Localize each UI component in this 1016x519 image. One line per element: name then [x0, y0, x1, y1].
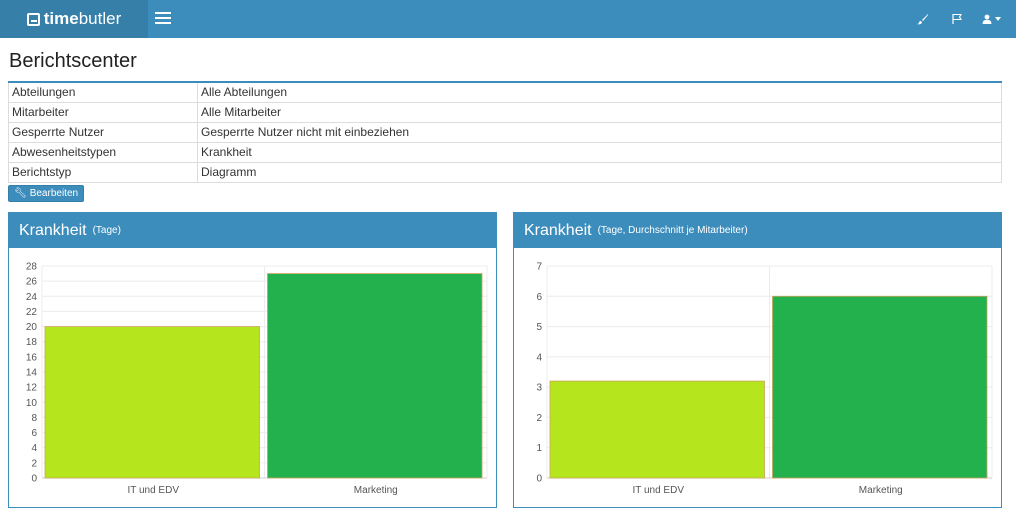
- edit-button-label: Bearbeiten: [29, 188, 79, 199]
- chevron-down-icon: [994, 17, 1001, 21]
- table-row: Mitarbeiter Alle Mitarbeiter: [8, 101, 1002, 123]
- y-tick-label: 18: [26, 337, 38, 348]
- bar[interactable]: [549, 380, 765, 479]
- x-tick-label: IT und EDV: [632, 485, 684, 496]
- table-row: Abwesenheitstypen Krankheit: [8, 141, 1002, 163]
- x-tick-label: IT und EDV: [127, 485, 179, 496]
- user-menu[interactable]: [974, 0, 1008, 38]
- filter-label: Berichtstyp: [8, 161, 198, 183]
- chart-subtitle: (Tage): [92, 225, 121, 236]
- brand-logo[interactable]: time butler: [0, 0, 148, 38]
- brand-name-regular: butler: [78, 9, 122, 28]
- bar[interactable]: [772, 295, 988, 479]
- filter-label: Gesperrte Nutzer: [8, 121, 198, 143]
- filter-value: Alle Mitarbeiter: [197, 101, 1002, 123]
- chart-panel-header: Krankheit (Tage): [9, 213, 496, 248]
- chart-subtitle: (Tage, Durchschnitt je Mitarbeiter): [597, 225, 748, 236]
- y-tick-label: 7: [536, 262, 542, 273]
- y-tick-label: 10: [26, 398, 38, 409]
- x-tick-label: Marketing: [859, 485, 903, 496]
- y-tick-label: 16: [26, 352, 38, 363]
- y-tick-label: 28: [26, 262, 38, 273]
- chart-title: Krankheit: [19, 221, 87, 239]
- filter-value: Krankheit: [197, 141, 1002, 163]
- y-tick-label: 2: [536, 413, 542, 424]
- y-tick-label: 1: [536, 443, 542, 454]
- brand-name-bold: time: [43, 9, 79, 28]
- filter-label: Abteilungen: [8, 81, 198, 103]
- table-row: Berichtstyp Diagramm: [8, 161, 1002, 183]
- y-tick-label: 6: [536, 292, 542, 303]
- flag-icon[interactable]: [940, 0, 974, 38]
- brush-icon[interactable]: [906, 0, 940, 38]
- report-filter-table: Abteilungen Alle Abteilungen Mitarbeiter…: [8, 81, 1002, 183]
- table-row: Abteilungen Alle Abteilungen: [8, 81, 1002, 103]
- bar-chart-average: 0 1 2 3 4 5 6 7 IT und EDV Marketing: [536, 262, 993, 496]
- logo-icon: [26, 12, 40, 26]
- chart-panel-days: Krankheit (Tage) 0 2 4 6 8 10 12 14 16 18 20 22 24 26…: [8, 212, 497, 508]
- menu-toggle-icon[interactable]: [155, 12, 171, 26]
- y-tick-label: 8: [31, 413, 37, 424]
- y-tick-label: 3: [536, 383, 542, 394]
- page-title: Berichtscenter: [9, 50, 137, 72]
- filter-label: Mitarbeiter: [8, 101, 198, 123]
- y-tick-label: 4: [31, 443, 37, 454]
- chart-title: Krankheit: [524, 221, 592, 239]
- edit-button[interactable]: 🔧︎ Bearbeiten: [8, 185, 85, 202]
- bar[interactable]: [267, 273, 483, 479]
- y-tick-label: 20: [26, 322, 38, 333]
- chart-panel-average: Krankheit (Tage, Durchschnitt je Mitarbe…: [513, 212, 1002, 508]
- x-tick-label: Marketing: [354, 485, 398, 496]
- navbar-icons: [906, 0, 1008, 38]
- y-tick-label: 5: [536, 322, 542, 333]
- filter-value: Gesperrte Nutzer nicht mit einbeziehen: [197, 121, 1002, 143]
- y-tick-label: 2: [31, 458, 37, 469]
- y-tick-label: 6: [31, 428, 37, 439]
- table-row: Gesperrte Nutzer Gesperrte Nutzer nicht …: [8, 121, 1002, 143]
- y-tick-label: 14: [26, 368, 38, 379]
- y-tick-label: 12: [26, 383, 38, 394]
- y-tick-label: 4: [536, 352, 542, 363]
- y-tick-label: 22: [26, 307, 38, 318]
- user-icon: [982, 14, 991, 24]
- filter-value: Alle Abteilungen: [197, 81, 1002, 103]
- y-tick-label: 26: [26, 277, 38, 288]
- filter-value: Diagramm: [197, 161, 1002, 183]
- y-tick-label: 0: [31, 474, 37, 485]
- bar[interactable]: [44, 326, 260, 479]
- wrench-icon: 🔧︎: [14, 188, 27, 199]
- filter-label: Abwesenheitstypen: [8, 141, 198, 163]
- top-navbar: time butler: [0, 0, 1016, 38]
- chart-panel-header: Krankheit (Tage, Durchschnitt je Mitarbe…: [514, 213, 1001, 248]
- y-tick-label: 24: [26, 292, 38, 303]
- y-tick-label: 0: [536, 474, 542, 485]
